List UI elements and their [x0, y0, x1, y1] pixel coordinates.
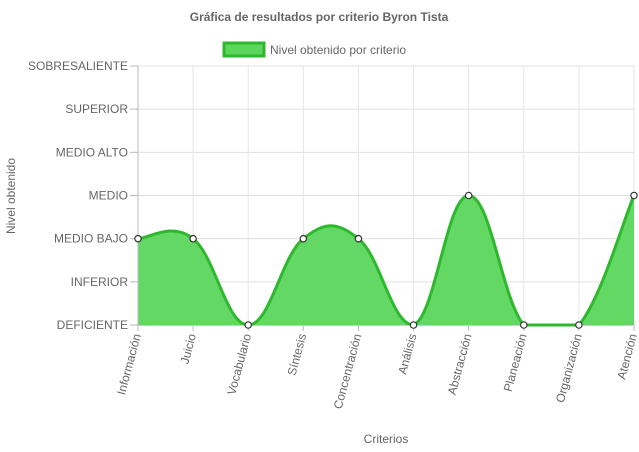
- y-tick-label: MEDIO ALTO: [56, 145, 128, 159]
- chart-title: Gráfica de resultados por criterio Byron…: [190, 10, 449, 24]
- y-tick-label: MEDIO: [89, 189, 128, 203]
- x-tick-labels: Información Juicio Vocabulario Síntesis Conc…: [114, 332, 639, 411]
- x-tick-label: Abstracción: [445, 332, 475, 396]
- y-axis-label: Nivel obtenido: [4, 158, 18, 234]
- x-tick-label: Atención: [614, 332, 639, 381]
- x-tick-label: Planeación: [501, 332, 530, 393]
- x-tick-label: Vocabulario: [224, 332, 254, 397]
- legend-label: Nivel obtenido por criterio: [270, 43, 406, 57]
- legend-swatch: [222, 41, 266, 58]
- y-tick-label: DEFICIENTE: [57, 318, 128, 332]
- data-point[interactable]: [575, 321, 583, 329]
- x-tick-label: Síntesis: [285, 332, 310, 377]
- y-tick-label: SOBRESALIENTE: [28, 59, 128, 73]
- data-point[interactable]: [354, 234, 363, 243]
- x-tick-label: Concentración: [331, 332, 365, 410]
- series-line: [137, 193, 636, 327]
- data-point[interactable]: [134, 234, 142, 243]
- series-fill: [138, 195, 634, 325]
- series-area: [137, 193, 636, 327]
- x-tick-label: Análisis: [395, 332, 419, 376]
- data-point[interactable]: [189, 234, 197, 243]
- data-point[interactable]: [630, 191, 638, 200]
- x-tick-label: Organización: [553, 332, 585, 404]
- y-tick-labels: DEFICIENTE INFERIOR MEDIO BAJO MEDIO MEDIO A…: [28, 59, 128, 332]
- data-point[interactable]: [409, 321, 418, 329]
- data-point[interactable]: [299, 234, 308, 243]
- x-tick-label: Juicio: [178, 332, 200, 366]
- data-point[interactable]: [244, 321, 253, 329]
- legend[interactable]: Nivel obtenido por criterio: [222, 41, 406, 58]
- data-points: [134, 191, 638, 329]
- data-point[interactable]: [464, 191, 473, 200]
- x-tick-label: Información: [114, 332, 144, 396]
- y-tick-label: MEDIO BAJO: [54, 232, 128, 246]
- data-point[interactable]: [519, 321, 528, 329]
- x-axis-label: Criterios: [364, 432, 409, 446]
- y-tick-label: INFERIOR: [71, 275, 129, 289]
- y-tick-label: SUPERIOR: [65, 102, 128, 116]
